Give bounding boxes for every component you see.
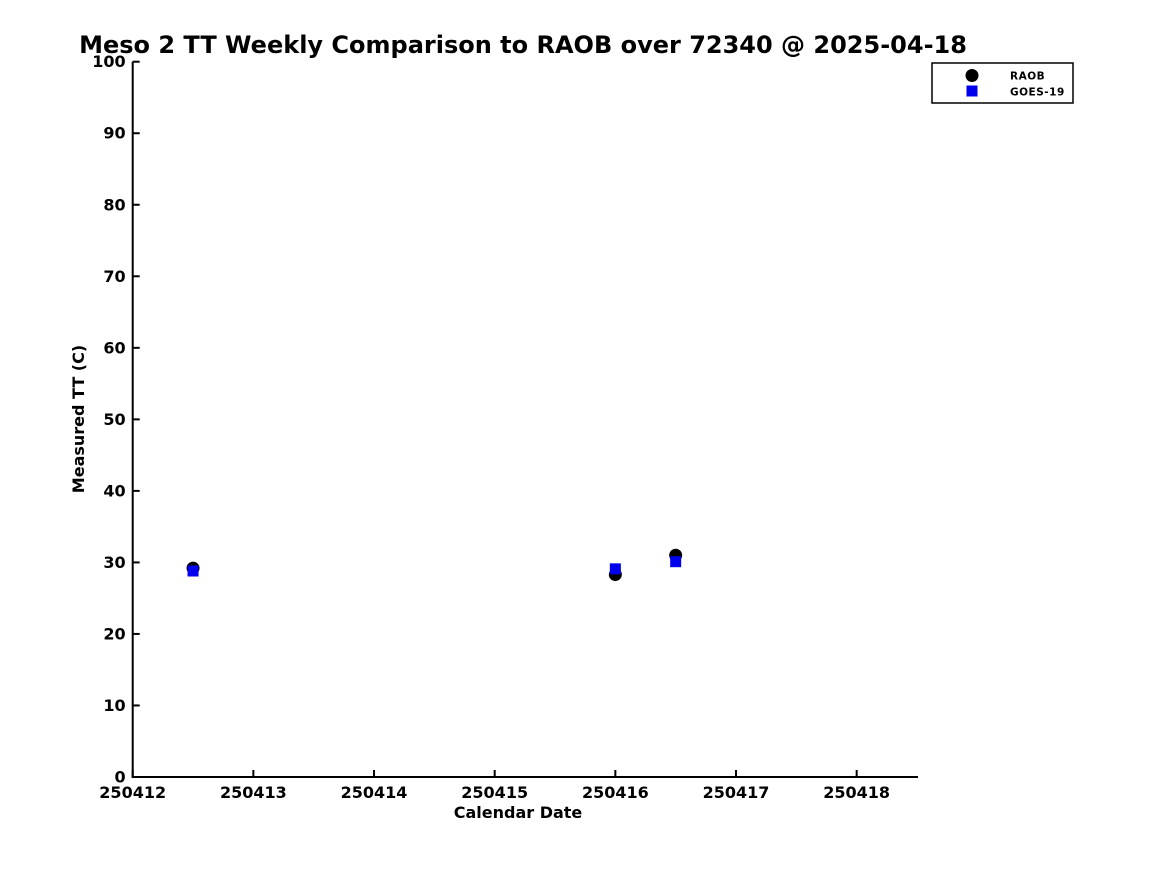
y-tick-label: 60 bbox=[103, 338, 125, 357]
y-tick-label: 0 bbox=[115, 768, 126, 787]
axes-spines bbox=[131, 61, 918, 778]
y-tick-label: 100 bbox=[92, 52, 125, 71]
y-tick-label: 90 bbox=[103, 124, 125, 143]
goes19-square-marker-icon bbox=[966, 85, 978, 97]
legend-box bbox=[931, 62, 1074, 104]
x-tick-label: 250414 bbox=[341, 783, 408, 802]
data-point-goes19 bbox=[187, 565, 199, 577]
legend-label-raob: RAOB bbox=[1010, 71, 1045, 83]
x-tick-label: 250415 bbox=[461, 783, 528, 802]
x-tick-label: 250412 bbox=[99, 783, 166, 802]
data-point-goes19 bbox=[670, 556, 682, 568]
x-tick-label: 250416 bbox=[582, 783, 649, 802]
y-axis-label: Measured TT (C) bbox=[69, 345, 88, 493]
y-tick-label: 50 bbox=[103, 410, 125, 429]
y-axis-ticks: 0 10 20 30 40 50 60 70 80 90 100 bbox=[92, 52, 140, 787]
legend: RAOB GOES-19 bbox=[931, 62, 1074, 104]
x-tick-label: 250418 bbox=[823, 783, 890, 802]
y-tick-label: 20 bbox=[103, 624, 125, 643]
x-tick-label: 250417 bbox=[703, 783, 770, 802]
data-point-goes19 bbox=[609, 563, 621, 575]
x-tick-label: 250413 bbox=[220, 783, 287, 802]
y-tick-label: 30 bbox=[103, 553, 125, 572]
y-tick-label: 40 bbox=[103, 481, 125, 500]
y-tick-label: 80 bbox=[103, 195, 125, 214]
y-tick-label: 10 bbox=[103, 696, 125, 715]
chart-title: Meso 2 TT Weekly Comparison to RAOB over… bbox=[79, 31, 967, 59]
x-axis-ticks: 250412 250413 250414 250415 250416 250417 2504… bbox=[99, 770, 890, 802]
raob-circle-marker-icon bbox=[965, 69, 979, 82]
x-axis-label: Calendar Date bbox=[454, 803, 583, 822]
series-raob bbox=[186, 548, 683, 582]
series-goes19 bbox=[187, 556, 682, 577]
y-tick-label: 70 bbox=[103, 267, 125, 286]
legend-label-goes19: GOES-19 bbox=[1010, 87, 1065, 99]
